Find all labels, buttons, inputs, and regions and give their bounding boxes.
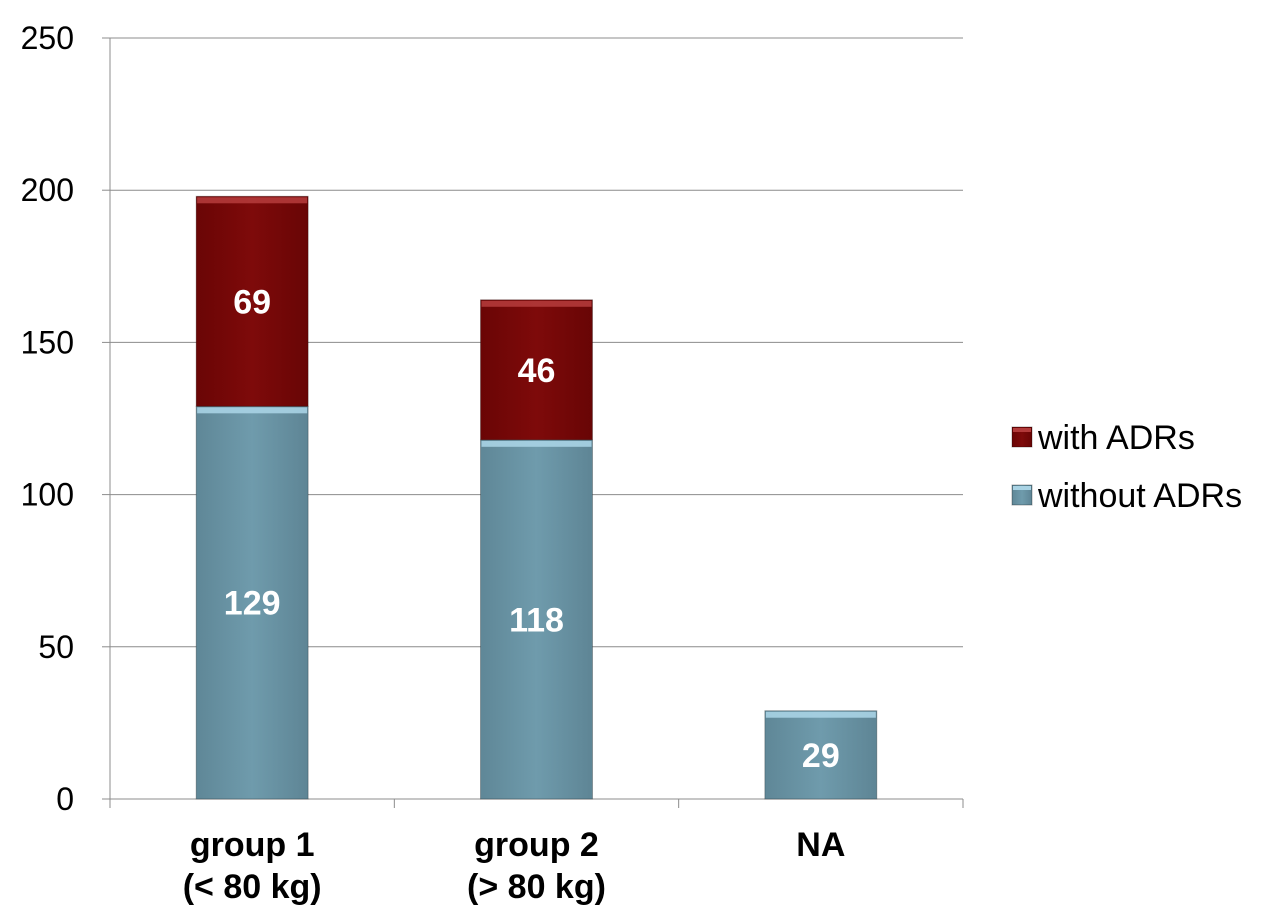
y-tick-label: 250 xyxy=(21,20,74,56)
x-category-label: NA xyxy=(796,826,845,864)
bar-top-highlight xyxy=(197,407,308,414)
bar-without-adrs xyxy=(195,405,309,800)
legend-label-with-adrs: with ADRs xyxy=(1037,419,1195,457)
bars xyxy=(195,195,878,800)
x-category-label: group 1 (< 80 kg) xyxy=(183,826,322,906)
bar-without-adrs xyxy=(764,710,878,800)
bar-with-adrs xyxy=(480,299,593,441)
y-tick-label: 0 xyxy=(56,781,74,817)
data-label: 69 xyxy=(233,283,271,321)
bar-with-adrs xyxy=(195,195,309,407)
y-tick-label: 200 xyxy=(21,172,74,208)
legend-label-without-adrs: without ADRs xyxy=(1037,477,1242,515)
data-label: 46 xyxy=(518,352,556,390)
data-label: 118 xyxy=(509,601,564,639)
bar-top-highlight xyxy=(197,197,308,204)
legend-swatch-highlight xyxy=(1013,486,1031,490)
y-tick-label: 150 xyxy=(21,324,74,360)
bar-top-highlight xyxy=(481,440,592,447)
bar-without-adrs xyxy=(480,439,593,800)
labels: 0 50 100 150 200 250 129 69 group 1 (< 80 kg) 118 4… xyxy=(21,20,846,906)
y-tick-label: 100 xyxy=(21,477,74,513)
legend-swatch-highlight xyxy=(1013,428,1031,432)
bar-top-highlight xyxy=(481,300,592,307)
data-label: 129 xyxy=(224,585,281,623)
bar-top-highlight xyxy=(765,711,876,718)
data-label: 29 xyxy=(802,737,840,775)
x-category-label: group 2 (> 80 kg) xyxy=(467,826,606,906)
legend: with ADRs without ADRs xyxy=(1011,419,1242,515)
y-tick-label: 50 xyxy=(38,629,74,665)
